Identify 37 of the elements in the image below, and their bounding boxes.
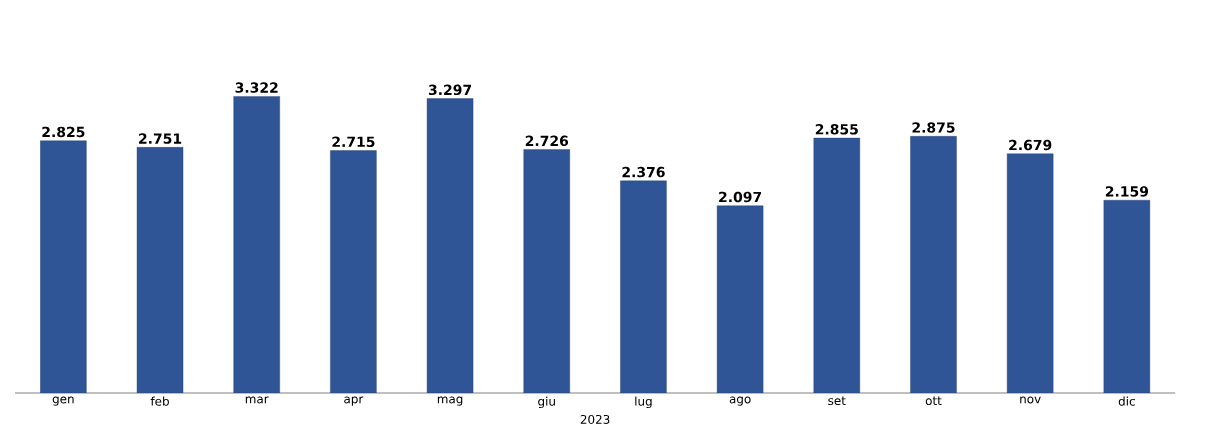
bar (523, 149, 570, 393)
data-label: 3.322 (235, 82, 278, 93)
bar (426, 98, 474, 393)
x-tick-label: lug (635, 396, 652, 409)
data-label: 2.726 (525, 135, 569, 147)
bar (910, 136, 957, 393)
data-label: 2.376 (622, 166, 665, 178)
bar (620, 180, 667, 393)
x-tick-label: feb (150, 396, 169, 406)
x-tick-label: mag (437, 396, 463, 406)
bar (1006, 153, 1054, 393)
data-label: 2.855 (815, 124, 858, 135)
data-label: 2.679 (1009, 139, 1052, 151)
data-label: 2.159 (1105, 186, 1149, 197)
bar (813, 137, 860, 393)
bar (40, 140, 87, 393)
data-label: 2.751 (139, 133, 182, 144)
bar (1103, 200, 1151, 393)
x-axis-title: 2023 (580, 414, 610, 424)
bar (233, 96, 280, 393)
bar (716, 205, 764, 393)
data-label: 2.715 (332, 136, 375, 148)
x-tick-label: apr (344, 396, 364, 406)
bar (330, 150, 377, 393)
x-tick-label: ago (729, 396, 751, 406)
data-label: 3.297 (428, 84, 472, 96)
data-label: 2.825 (42, 126, 85, 138)
x-tick-label: mar (245, 396, 269, 404)
x-tick-label: set (828, 396, 846, 406)
x-tick-label: ott (925, 396, 942, 406)
bar (136, 147, 184, 393)
x-tick-label: nov (1020, 396, 1041, 404)
data-label: 2.097 (719, 191, 762, 203)
x-tick-label: gen (52, 396, 74, 406)
data-label: 2.875 (912, 122, 955, 133)
x-tick-label: dic (1118, 396, 1135, 406)
x-tick-label: giu (538, 396, 555, 409)
